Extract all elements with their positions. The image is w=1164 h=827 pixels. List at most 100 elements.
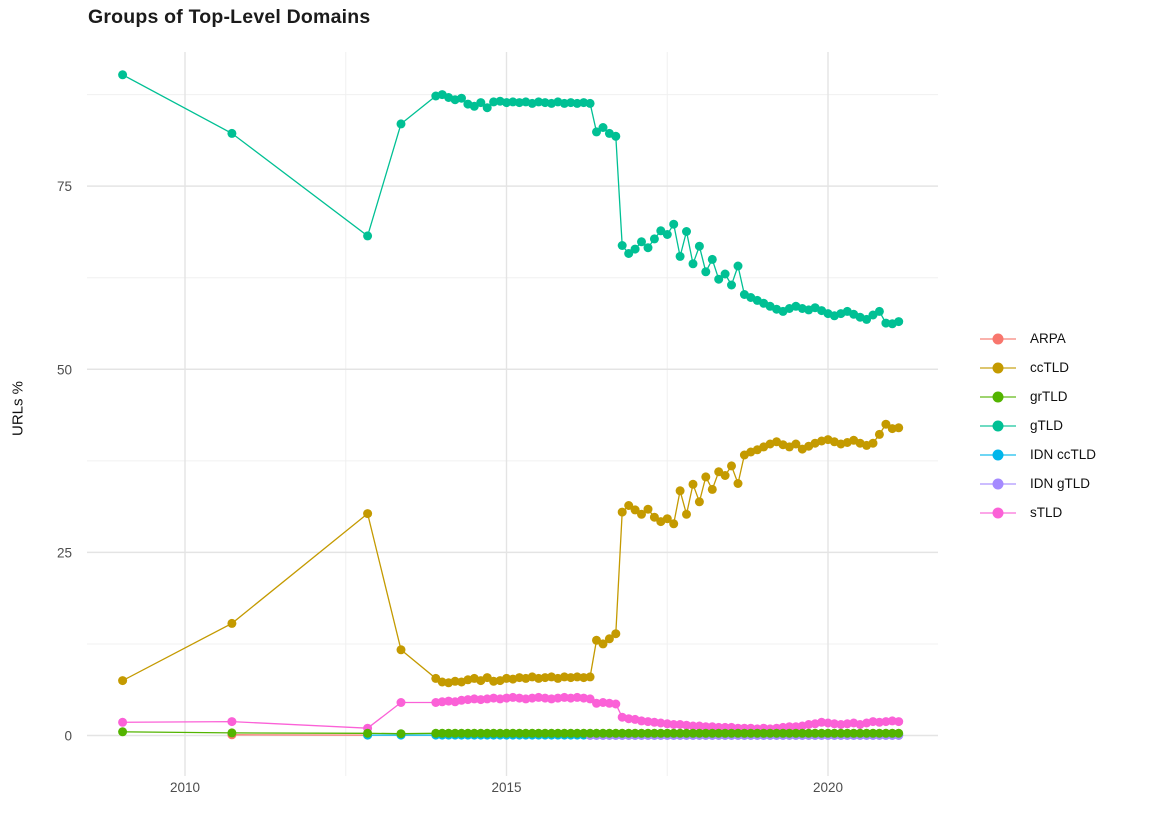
data-point-cctld [585, 672, 595, 682]
y-tick-label: 75 [57, 179, 72, 194]
y-tick-label: 0 [64, 729, 72, 744]
data-point-grtld [784, 728, 794, 738]
data-point-gtld [701, 267, 711, 277]
data-point-grtld [437, 728, 447, 738]
data-point-gtld [630, 244, 640, 254]
data-point-grtld [887, 728, 897, 738]
data-point-cctld [649, 512, 659, 522]
data-point-cctld [707, 484, 717, 494]
legend-label: sTLD [1030, 505, 1063, 520]
data-point-grtld [396, 729, 406, 739]
data-point-cctld [669, 519, 679, 529]
data-point-cctld [720, 471, 730, 480]
data-point-gtld [669, 219, 679, 229]
data-point-grtld [547, 728, 556, 738]
legend-key-dot [992, 333, 1004, 344]
data-point-grtld [656, 728, 666, 738]
data-point-grtld [649, 728, 659, 738]
data-point-stld [572, 692, 582, 702]
data-point-gtld [682, 227, 691, 236]
data-point-gtld [227, 128, 237, 138]
data-point-cctld [688, 479, 698, 489]
legend-key-dot [992, 362, 1004, 373]
data-point-stld [227, 717, 237, 727]
data-point-grtld [534, 728, 544, 738]
data-point-cctld [868, 438, 878, 448]
data-point-grtld [849, 728, 859, 738]
data-point-grtld [669, 728, 679, 738]
legend-key-cctld [980, 362, 1016, 373]
data-point-gtld [585, 98, 595, 108]
data-point-gtld [611, 131, 621, 141]
data-point-grtld [778, 728, 788, 738]
data-point-grtld [842, 728, 852, 738]
data-point-gtld [862, 314, 872, 324]
data-point-grtld [894, 728, 904, 738]
data-point-grtld [508, 728, 518, 738]
data-point-gtld [894, 317, 904, 327]
data-point-grtld [829, 728, 839, 738]
data-point-stld [585, 694, 595, 704]
data-point-grtld [495, 728, 505, 738]
data-point-stld [784, 722, 794, 732]
x-tick-label: 2015 [491, 780, 521, 795]
data-point-grtld [727, 728, 736, 738]
data-point-stld [701, 722, 711, 732]
legend-label: grTLD [1030, 389, 1068, 404]
data-point-cctld [881, 419, 891, 429]
data-point-gtld [508, 97, 518, 107]
data-point-grtld [817, 728, 827, 738]
data-point-gtld [489, 97, 499, 107]
data-point-grtld [720, 728, 730, 738]
legend-key-dot [992, 420, 1004, 431]
data-point-gtld [396, 119, 406, 129]
data-point-grtld [675, 728, 685, 738]
data-point-gtld [637, 237, 646, 247]
legend-key-gtld [980, 420, 1016, 431]
data-point-grtld [694, 728, 704, 738]
data-point-cctld [624, 501, 634, 510]
legend-label: IDN gTLD [1030, 476, 1091, 491]
data-point-cctld [363, 509, 373, 519]
data-point-grtld [579, 728, 589, 738]
legend-key-dot [992, 449, 1004, 460]
data-point-gtld [733, 261, 743, 271]
legend-key-dot [992, 391, 1004, 402]
data-point-cctld [662, 514, 672, 524]
data-point-grtld [527, 728, 537, 738]
series-line-gtld [122, 74, 899, 325]
data-point-grtld [540, 728, 550, 738]
data-point-gtld [118, 70, 128, 80]
data-point-gtld [534, 97, 544, 107]
data-point-grtld [862, 728, 872, 738]
data-point-gtld [707, 254, 717, 264]
data-point-grtld [759, 728, 769, 738]
data-point-gtld [624, 249, 634, 258]
data-point-gtld [363, 231, 373, 241]
data-point-grtld [431, 728, 441, 738]
data-point-stld [829, 719, 839, 729]
legend-item-idn-cctld: IDN ccTLD [978, 440, 1096, 469]
data-point-cctld [701, 472, 711, 482]
data-point-gtld [688, 259, 698, 269]
data-point-grtld [521, 728, 531, 738]
data-point-grtld [469, 728, 479, 738]
data-point-grtld [733, 728, 743, 738]
data-point-gtld [714, 274, 724, 284]
data-point-grtld [752, 728, 762, 738]
data-point-cctld [118, 676, 128, 686]
legend-key-dot [992, 478, 1004, 489]
data-point-gtld [476, 98, 486, 108]
y-tick-label: 50 [57, 362, 72, 377]
data-point-grtld [463, 728, 473, 738]
data-point-grtld [772, 728, 782, 738]
data-point-gtld [675, 251, 685, 261]
y-tick-label: 25 [57, 545, 72, 560]
data-point-cctld [617, 507, 627, 517]
data-point-grtld [804, 728, 814, 738]
data-point-stld [469, 694, 479, 704]
data-point-gtld [643, 243, 653, 253]
data-point-grtld [444, 728, 454, 738]
data-point-cctld [675, 486, 685, 496]
